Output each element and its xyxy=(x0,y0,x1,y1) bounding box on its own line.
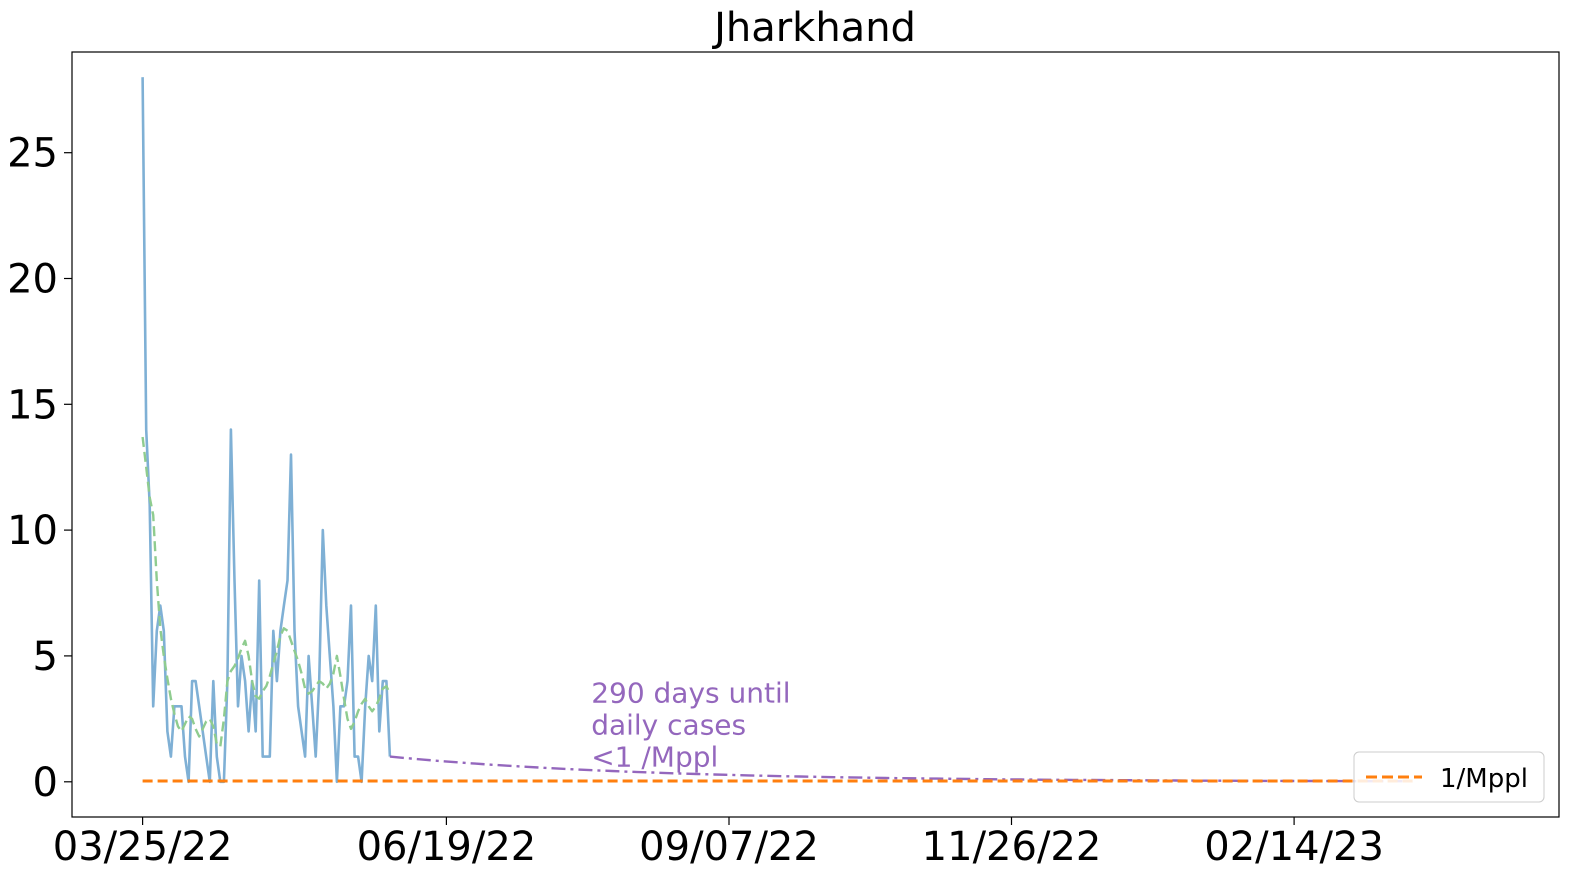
x-tick-label: 03/25/22 xyxy=(53,824,233,870)
annotation-text: 290 days until daily cases <1 /Mppl xyxy=(591,677,790,774)
chart-title: Jharkhand xyxy=(711,5,916,51)
x-tick-label: 11/26/22 xyxy=(922,824,1102,870)
y-tick-label: 0 xyxy=(33,760,58,806)
series-moving-average-line xyxy=(141,436,391,748)
legend-label: 1/Mppl xyxy=(1440,764,1528,794)
y-axis: 0 5 10 15 20 25 xyxy=(7,131,72,806)
series-daily-line xyxy=(141,77,392,784)
annotation-line: daily cases xyxy=(591,709,746,742)
series-layer xyxy=(141,77,1415,784)
annotation-line: 290 days until xyxy=(591,677,790,710)
y-tick-label: 5 xyxy=(33,634,58,680)
y-tick-label: 20 xyxy=(7,257,58,303)
series-projection-line xyxy=(389,755,1415,783)
legend: 1/Mppl xyxy=(1353,751,1545,803)
x-tick-label: 06/19/22 xyxy=(357,824,537,870)
plot-frame xyxy=(71,51,1560,818)
x-tick-label: 02/14/23 xyxy=(1204,824,1384,870)
annotation-layer: 290 days until daily cases <1 /Mppl xyxy=(591,677,790,774)
annotation-line: <1 /Mppl xyxy=(591,741,718,774)
y-tick-label: 25 xyxy=(7,131,58,177)
x-axis: 03/25/22 06/19/22 09/07/22 11/26/22 02/14/23 xyxy=(53,817,1384,870)
y-tick-label: 10 xyxy=(7,508,58,554)
x-tick-label: 09/07/22 xyxy=(639,824,819,870)
y-tick-label: 15 xyxy=(7,382,58,428)
legend-box xyxy=(1353,751,1545,803)
